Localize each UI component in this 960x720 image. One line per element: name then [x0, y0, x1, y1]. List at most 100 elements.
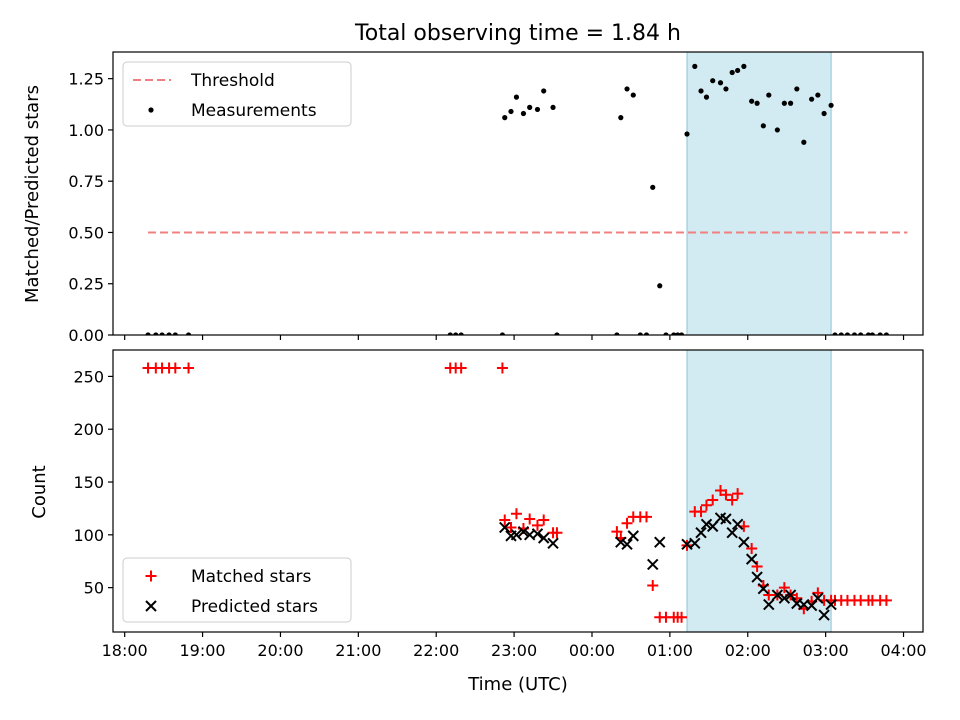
matched-star-point — [551, 527, 563, 539]
measurement-point — [828, 102, 834, 108]
bottom-y-tick-label: 100 — [73, 526, 104, 545]
bottom-y-axis-label: Count — [29, 465, 50, 518]
x-tick-label: 18:00 — [102, 641, 148, 660]
measurement-point — [520, 110, 527, 117]
predicted-star-point — [627, 530, 639, 542]
measurement-point — [643, 332, 650, 335]
measurement-point — [801, 139, 807, 145]
top-observing-span — [686, 51, 832, 336]
predicted-star-point — [654, 536, 666, 548]
matched-star-point — [538, 514, 550, 526]
matched-star-point — [695, 506, 707, 518]
measurement-point — [865, 332, 872, 335]
measurement-point — [166, 332, 172, 335]
matched-star-point — [524, 513, 536, 525]
measurement-point — [618, 115, 624, 121]
measurement-point — [883, 332, 889, 335]
measurement-point — [794, 86, 800, 92]
predicted-star-point — [751, 571, 763, 583]
measurement-point — [692, 63, 698, 69]
measurement-point — [703, 94, 710, 100]
top-y-tick-label: 0.00 — [68, 326, 104, 345]
matched-star-point — [726, 494, 738, 506]
measurement-point — [630, 92, 636, 98]
measurement-point — [749, 98, 755, 104]
bottom-legend: Matched stars Predicted stars — [122, 557, 352, 623]
measurement-point — [815, 92, 821, 98]
x-tick-label: 01:00 — [647, 641, 693, 660]
x-tick-label: 03:00 — [803, 641, 849, 660]
measurement-point — [624, 86, 630, 92]
top-axes-frame — [112, 51, 924, 336]
measurement-point — [741, 63, 747, 69]
x-tick-label: 20:00 — [257, 641, 303, 660]
matched-star-point — [720, 489, 732, 501]
matched-star-point — [746, 543, 758, 555]
matched-star-point — [611, 526, 623, 538]
predicted-star-point — [720, 513, 732, 525]
measurement-point — [650, 184, 656, 190]
measurement-point — [499, 332, 506, 335]
predicted-star-point — [812, 592, 824, 604]
predicted-star-point — [531, 528, 544, 540]
measurement-point — [877, 332, 883, 335]
measurement-point — [513, 94, 520, 100]
measurement-point — [637, 332, 643, 335]
measurement-point — [781, 100, 787, 106]
measurement-point — [453, 332, 459, 335]
matched-star-point — [641, 511, 653, 523]
measurement-point — [858, 332, 864, 335]
predicted-star-point — [784, 589, 797, 601]
predicted-star-point — [731, 518, 744, 530]
x-tick-label: 22:00 — [413, 641, 459, 660]
bottom-y-tick-label: 200 — [73, 420, 104, 439]
top-legend-box — [122, 61, 352, 127]
predicted-star-point — [825, 598, 837, 611]
bottom-y-tick-label: 250 — [73, 367, 104, 386]
predicted-star-point — [763, 598, 775, 611]
measurement-point — [809, 96, 815, 102]
legend-entry-label: Threshold — [190, 71, 275, 91]
matched-star-point — [496, 362, 508, 374]
measurement-point — [527, 104, 533, 110]
measurement-point — [502, 115, 508, 121]
measurement-point — [754, 100, 760, 106]
matched-star-point — [778, 582, 790, 594]
measurement-point — [458, 332, 464, 335]
bottom-legend-box — [122, 557, 352, 623]
x-tick-label: 04:00 — [880, 641, 926, 660]
measurement-point — [832, 332, 838, 335]
predicted-star-point — [757, 582, 770, 595]
predicted-star-point — [745, 553, 758, 565]
measurement-point — [534, 106, 541, 113]
matched-star-point — [455, 362, 467, 374]
x-tick-label: 21:00 — [335, 641, 381, 660]
measurement-point — [678, 332, 685, 335]
measurement-point — [159, 332, 165, 335]
matched-star-point — [510, 508, 522, 520]
measurement-point — [787, 100, 794, 106]
top-y-tick-label: 0.75 — [68, 172, 104, 191]
bottom-y-tick-label: 150 — [73, 473, 104, 492]
legend-matched-swatch — [145, 570, 157, 582]
bottom-axes-frame — [112, 349, 924, 633]
matched-star-point — [880, 594, 892, 606]
predicted-star-point — [517, 525, 530, 538]
legend-entry-label: Matched stars — [191, 567, 311, 587]
top-y-tick-label: 1.25 — [68, 70, 104, 89]
matched-star-point — [707, 494, 719, 506]
matched-star-point — [700, 499, 712, 511]
measurement-point — [671, 332, 677, 335]
x-tick-label: 02:00 — [725, 641, 771, 660]
measurement-point — [851, 332, 858, 335]
measurement-point — [153, 332, 159, 335]
measurement-point — [185, 332, 192, 335]
legend-entry-label: Measurements — [191, 101, 317, 121]
measurement-point — [844, 332, 851, 335]
predicted-star-point — [695, 527, 707, 539]
predicted-star-point — [778, 592, 791, 604]
x-tick-label: 23:00 — [491, 641, 537, 660]
predicted-star-point — [771, 589, 784, 601]
predicted-star-point — [537, 532, 550, 544]
matched-star-point — [751, 561, 763, 573]
